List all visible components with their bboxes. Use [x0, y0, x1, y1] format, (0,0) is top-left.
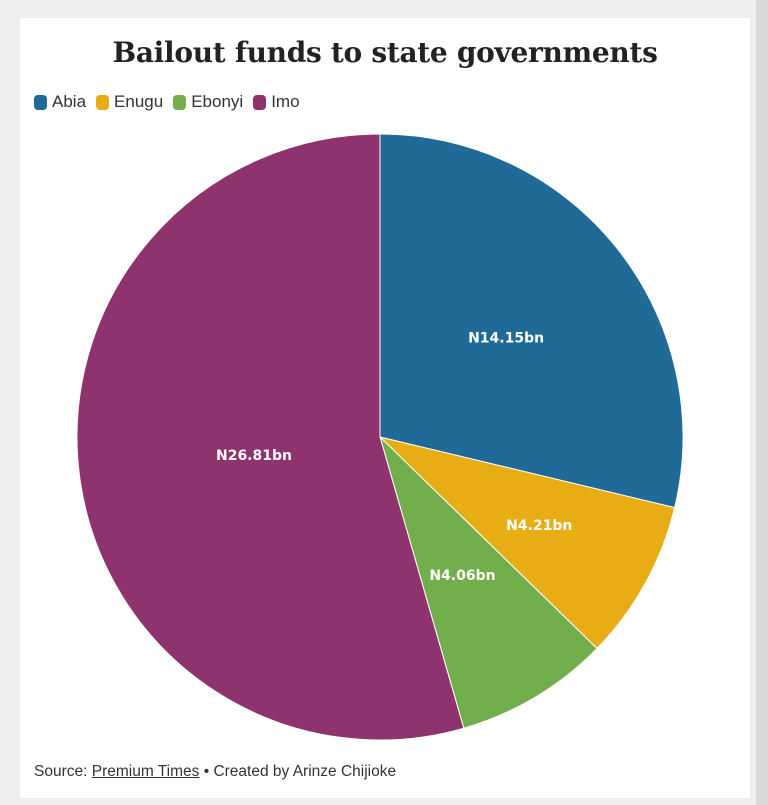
legend-swatch-imo	[253, 94, 267, 110]
data-label-imo: N26.81bn	[216, 448, 292, 464]
pie-data-labels: N14.15bn N4.21bn N4.06bn N26.81bn	[216, 331, 572, 584]
data-label-ebonyi: N4.06bn	[429, 568, 495, 584]
source-credit: Created by Arinze Chijioke	[213, 763, 397, 780]
legend-swatch-abia	[34, 94, 47, 110]
source-separator: •	[199, 763, 214, 780]
legend-item-enugu[interactable]: Enugu	[96, 92, 163, 112]
source-link[interactable]: Premium Times	[91, 763, 200, 780]
pie-slices	[76, 133, 684, 741]
page-edge	[756, 0, 768, 805]
legend-label-imo: Imo	[271, 92, 300, 111]
data-label-abia: N14.15bn	[468, 331, 544, 347]
legend-label-abia: Abia	[52, 92, 87, 111]
pie-slice-enugu[interactable]	[378, 436, 676, 650]
legend-label-ebonyi: Ebonyi	[191, 92, 244, 111]
data-label-enugu: N4.21bn	[506, 518, 572, 534]
pie-slice-abia[interactable]	[379, 133, 684, 509]
source-prefix: Source:	[34, 763, 92, 780]
pie-chart: N14.15bn N4.21bn N4.06bn N26.81bn	[76, 133, 684, 741]
chart-title: Bailout funds to state governments	[112, 36, 658, 69]
legend-item-abia[interactable]: Abia	[34, 92, 86, 112]
pie-slice-ebonyi[interactable]	[378, 435, 598, 729]
legend-swatch-enugu	[96, 94, 110, 110]
legend-item-ebonyi[interactable]: Ebonyi	[173, 92, 243, 112]
chart-legend: Abia Enugu Ebonyi Imo	[34, 92, 310, 112]
source-line: Source: Premium Times • Created by Arinz…	[34, 763, 396, 781]
legend-item-imo[interactable]: Imo	[253, 92, 300, 112]
chart-card: Bailout funds to state governments Abia …	[20, 18, 750, 798]
pie-slice-imo[interactable]	[76, 133, 465, 741]
legend-label-enugu: Enugu	[114, 92, 164, 111]
legend-swatch-ebonyi	[173, 94, 187, 110]
